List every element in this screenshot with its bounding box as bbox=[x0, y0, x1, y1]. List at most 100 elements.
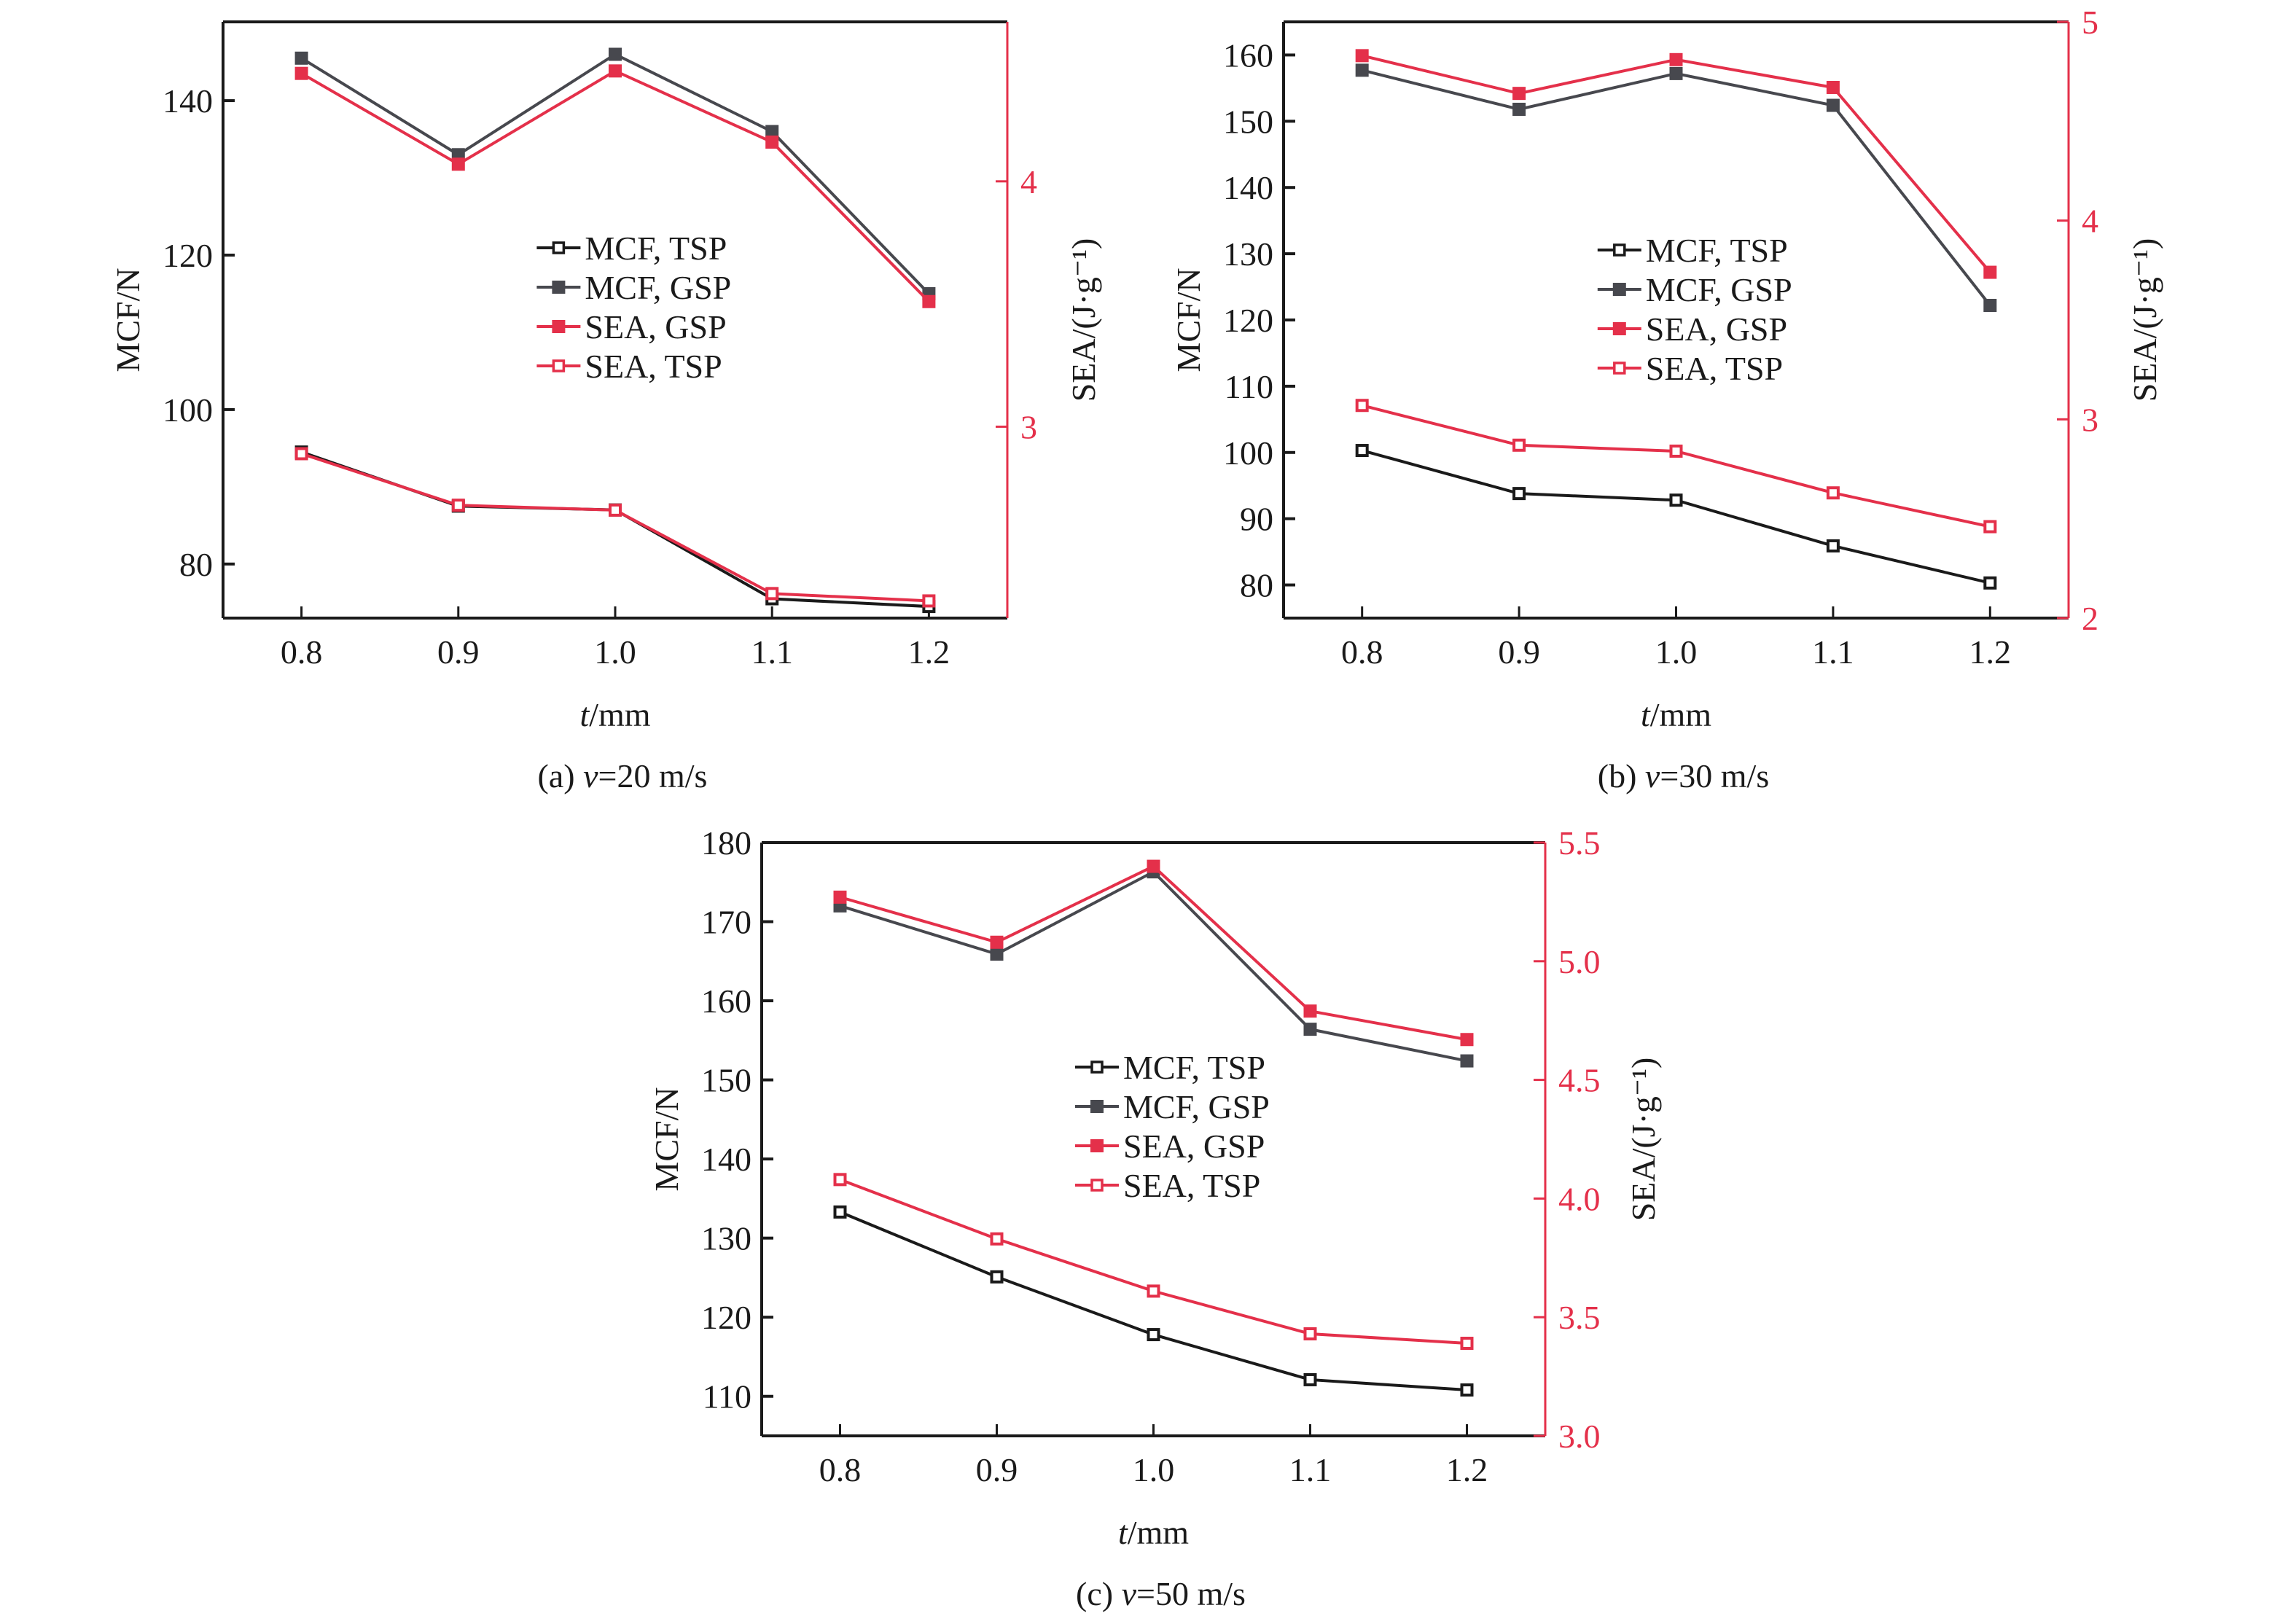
x-tick-label: 1.0 bbox=[594, 633, 636, 671]
caption-rest: =50 m/s bbox=[1136, 1575, 1246, 1612]
y-tick-label: 110 bbox=[703, 1378, 751, 1415]
data-point bbox=[1460, 1337, 1474, 1351]
data-point bbox=[1826, 80, 1840, 94]
series-line-sea-tsp bbox=[300, 452, 929, 603]
y-tick-label: 110 bbox=[1225, 368, 1273, 405]
legend-label: MCF, TSP bbox=[585, 230, 727, 267]
legend-marker bbox=[552, 281, 566, 294]
legend-label: MCF, GSP bbox=[1123, 1088, 1270, 1125]
x-tick-label: 0.8 bbox=[819, 1451, 862, 1488]
data-point bbox=[922, 594, 936, 608]
x-axis-label: t/mm bbox=[1118, 1514, 1189, 1551]
x-axis-label-var: t bbox=[1118, 1514, 1128, 1551]
x-tick-label: 1.2 bbox=[908, 633, 950, 671]
data-point bbox=[1147, 859, 1160, 873]
data-point bbox=[609, 64, 622, 78]
data-point bbox=[990, 1232, 1004, 1246]
data-point bbox=[1983, 299, 1997, 313]
legend-marker bbox=[1613, 362, 1626, 375]
data-point bbox=[990, 948, 1004, 961]
x-tick-label: 0.8 bbox=[281, 633, 323, 671]
x-tick-label: 1.0 bbox=[1133, 1451, 1175, 1488]
x-tick-label: 1.1 bbox=[1812, 633, 1854, 671]
legend-label: SEA, TSP bbox=[1646, 350, 1783, 387]
x-axis-label-unit: /mm bbox=[589, 696, 651, 733]
data-point bbox=[765, 125, 779, 138]
panel-caption: (c) v=50 m/s bbox=[1076, 1575, 1246, 1612]
data-point bbox=[1826, 98, 1840, 112]
data-point bbox=[1303, 1004, 1317, 1018]
y-tick-label: 120 bbox=[1223, 302, 1273, 339]
data-point bbox=[1355, 399, 1369, 413]
legend-marker bbox=[1090, 1139, 1104, 1152]
y-tick-label: 140 bbox=[163, 82, 213, 120]
chart-panel-b: 0.8 0.9 1.0 1.1 1.2 80 90 100 110 120 130 140 150 160… bbox=[1170, 4, 2163, 794]
data-point bbox=[1147, 1284, 1160, 1298]
caption-prefix: (b) bbox=[1598, 757, 1645, 794]
legend-label: SEA, GSP bbox=[1646, 310, 1787, 348]
y-tick-label: 80 bbox=[179, 546, 213, 583]
legend-marker bbox=[552, 241, 566, 254]
data-point bbox=[609, 503, 622, 517]
y2-tick-label: 3.5 bbox=[1558, 1299, 1601, 1336]
data-point bbox=[1983, 520, 1997, 534]
y-tick-label: 130 bbox=[701, 1220, 751, 1257]
y-tick-label: 80 bbox=[1240, 567, 1273, 604]
series-line-sea-gsp bbox=[839, 864, 1467, 1042]
data-point bbox=[1983, 265, 1997, 279]
legend-marker bbox=[1612, 283, 1626, 296]
data-point bbox=[1512, 438, 1526, 452]
data-point bbox=[1512, 487, 1526, 501]
data-point bbox=[1147, 1328, 1160, 1342]
data-point bbox=[1460, 1033, 1474, 1047]
y2-tick-label: 3 bbox=[1020, 408, 1037, 445]
legend-label: SEA, TSP bbox=[1123, 1167, 1260, 1204]
y-tick-label: 160 bbox=[701, 983, 751, 1020]
series-line-sea-tsp bbox=[1362, 404, 1991, 528]
y-tick-label: 160 bbox=[1223, 36, 1273, 74]
data-point bbox=[833, 1173, 847, 1187]
x-tick-label: 1.0 bbox=[1655, 633, 1698, 671]
series-line-mcf-tsp bbox=[839, 1211, 1467, 1392]
legend-marker bbox=[1613, 243, 1626, 257]
data-point bbox=[451, 499, 465, 512]
x-axis-label: t/mm bbox=[579, 696, 650, 733]
y2-tick-label: 4.0 bbox=[1558, 1180, 1601, 1217]
y-tick-label: 120 bbox=[701, 1299, 751, 1336]
data-point bbox=[294, 51, 308, 65]
data-point bbox=[990, 1270, 1004, 1284]
chart-panel-c: 0.8 0.9 1.0 1.1 1.2 110 120 130 140 150 160 170 180 3… bbox=[648, 824, 1662, 1612]
y2-tick-label: 3 bbox=[2082, 401, 2098, 438]
data-point bbox=[609, 47, 622, 61]
data-point bbox=[1355, 49, 1369, 63]
y-axis-label: MCF/N bbox=[1170, 267, 1207, 372]
series-line-mcf-tsp bbox=[300, 450, 929, 609]
x-tick-label: 0.9 bbox=[1498, 633, 1540, 671]
y-tick-label: 180 bbox=[701, 824, 751, 862]
caption-rest: =20 m/s bbox=[598, 757, 708, 794]
data-point bbox=[1460, 1383, 1474, 1397]
series-line-sea-gsp bbox=[300, 69, 930, 303]
legend-marker bbox=[1090, 1100, 1104, 1113]
x-tick-label: 1.1 bbox=[751, 633, 793, 671]
y-tick-label: 140 bbox=[701, 1141, 751, 1178]
data-point bbox=[1512, 87, 1526, 101]
panel-caption: (a) v=20 m/s bbox=[538, 757, 708, 794]
x-axis-label-var: t bbox=[1641, 696, 1651, 733]
data-point bbox=[765, 135, 779, 149]
x-tick-label: 0.8 bbox=[1341, 633, 1383, 671]
x-tick-label: 0.9 bbox=[437, 633, 480, 671]
data-point bbox=[1669, 66, 1683, 80]
data-point bbox=[1355, 444, 1369, 458]
series-line-mcf-gsp bbox=[1362, 69, 1991, 307]
data-point bbox=[1669, 52, 1683, 66]
data-point bbox=[1303, 1372, 1317, 1386]
panel-caption: (b) v=30 m/s bbox=[1598, 757, 1769, 794]
legend-marker bbox=[1090, 1061, 1104, 1074]
caption-prefix: (c) bbox=[1076, 1575, 1122, 1612]
legend-label: MCF, TSP bbox=[1123, 1049, 1265, 1086]
y2-tick-label: 2 bbox=[2082, 600, 2098, 637]
x-axis-label: t/mm bbox=[1641, 696, 1711, 733]
